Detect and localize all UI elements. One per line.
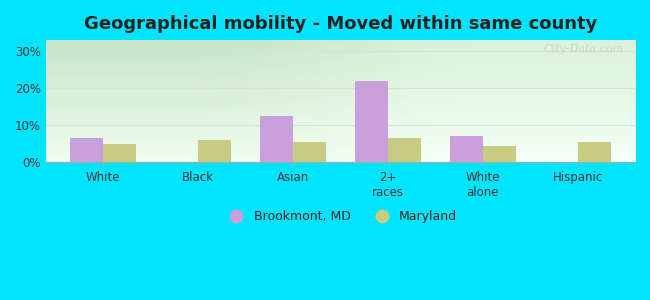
Bar [355,81,388,162]
Text: City-Data.com: City-Data.com [543,44,623,54]
Title: Geographical mobility - Moved within same county: Geographical mobility - Moved within sam… [84,15,597,33]
Bar [293,142,326,162]
Legend: Brookmont, MD, Maryland: Brookmont, MD, Maryland [218,206,462,228]
Bar [578,142,611,162]
Bar [450,136,483,162]
Bar [103,144,136,162]
Bar [198,140,231,162]
Bar [259,116,293,162]
Bar [483,146,516,162]
Bar [388,138,421,162]
Bar [70,138,103,162]
